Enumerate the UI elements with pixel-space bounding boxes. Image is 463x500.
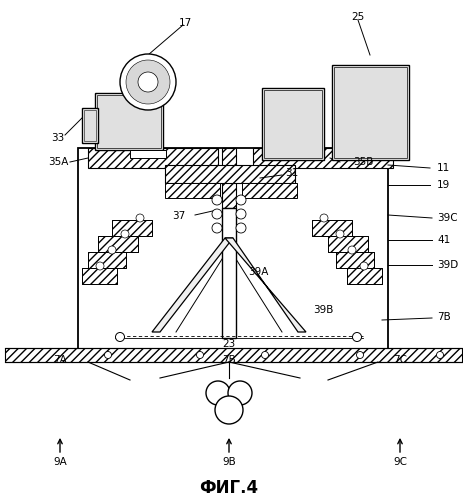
Text: 19: 19 — [436, 180, 449, 190]
Bar — [311, 220, 351, 236]
Text: 7A: 7A — [53, 355, 67, 365]
Bar — [88, 148, 218, 168]
Circle shape — [352, 332, 361, 342]
Text: 9C: 9C — [392, 457, 406, 467]
Circle shape — [335, 230, 343, 238]
Bar — [327, 236, 367, 252]
Text: 7B: 7B — [222, 355, 235, 365]
Polygon shape — [225, 238, 305, 332]
Text: 25: 25 — [350, 12, 364, 22]
Polygon shape — [152, 238, 232, 332]
Bar — [84, 110, 96, 141]
Bar — [82, 268, 117, 284]
Bar — [130, 150, 166, 158]
Circle shape — [436, 352, 443, 358]
Bar — [112, 220, 152, 236]
Circle shape — [236, 209, 245, 219]
Bar — [332, 65, 408, 160]
Bar — [88, 252, 126, 268]
Bar — [327, 236, 367, 252]
Text: 17: 17 — [178, 18, 191, 28]
Bar — [165, 165, 294, 183]
Text: 9A: 9A — [53, 457, 67, 467]
Circle shape — [126, 60, 169, 104]
Bar — [98, 236, 138, 252]
Bar — [311, 220, 351, 236]
Text: 7C: 7C — [392, 355, 406, 365]
Bar — [88, 252, 126, 268]
Circle shape — [115, 332, 124, 342]
Text: 23: 23 — [222, 339, 235, 349]
Circle shape — [261, 352, 268, 358]
Circle shape — [96, 262, 104, 270]
Circle shape — [212, 223, 221, 233]
Bar — [242, 183, 296, 198]
Bar — [346, 268, 381, 284]
Bar — [82, 268, 117, 284]
Circle shape — [108, 246, 116, 254]
Bar — [252, 148, 392, 168]
Text: 11: 11 — [436, 163, 449, 173]
Circle shape — [319, 214, 327, 222]
Text: 41: 41 — [436, 235, 449, 245]
Text: 7B: 7B — [436, 312, 450, 322]
Text: 31: 31 — [284, 168, 298, 178]
Bar — [95, 93, 163, 150]
Text: 35A: 35A — [48, 157, 68, 167]
Text: 9B: 9B — [222, 457, 235, 467]
Text: 33: 33 — [51, 133, 64, 143]
Text: 39C: 39C — [436, 213, 457, 223]
Bar — [82, 108, 98, 143]
Circle shape — [347, 246, 355, 254]
Circle shape — [227, 381, 251, 405]
Bar — [263, 90, 321, 158]
Bar — [262, 88, 323, 160]
Circle shape — [356, 352, 363, 358]
Circle shape — [120, 54, 175, 110]
Bar — [346, 268, 381, 284]
Bar — [78, 148, 387, 350]
Circle shape — [136, 214, 144, 222]
Circle shape — [212, 195, 221, 205]
Circle shape — [236, 223, 245, 233]
Circle shape — [138, 72, 158, 92]
Text: ФИГ.4: ФИГ.4 — [199, 479, 258, 497]
Text: 39B: 39B — [313, 305, 332, 315]
Bar — [333, 67, 406, 158]
Text: 39A: 39A — [247, 267, 268, 277]
Text: 35B: 35B — [352, 157, 373, 167]
Circle shape — [359, 262, 367, 270]
Bar — [221, 148, 236, 208]
Text: 39D: 39D — [436, 260, 457, 270]
Bar — [335, 252, 373, 268]
Bar — [97, 95, 161, 148]
Bar — [112, 220, 152, 236]
Circle shape — [104, 352, 111, 358]
Circle shape — [121, 230, 129, 238]
Circle shape — [236, 195, 245, 205]
Circle shape — [196, 352, 203, 358]
Bar — [165, 183, 219, 198]
Text: 37: 37 — [171, 211, 185, 221]
Bar — [221, 208, 236, 338]
Bar — [5, 348, 461, 362]
Circle shape — [214, 396, 243, 424]
Circle shape — [212, 209, 221, 219]
Circle shape — [206, 381, 230, 405]
Bar — [335, 252, 373, 268]
Bar — [98, 236, 138, 252]
